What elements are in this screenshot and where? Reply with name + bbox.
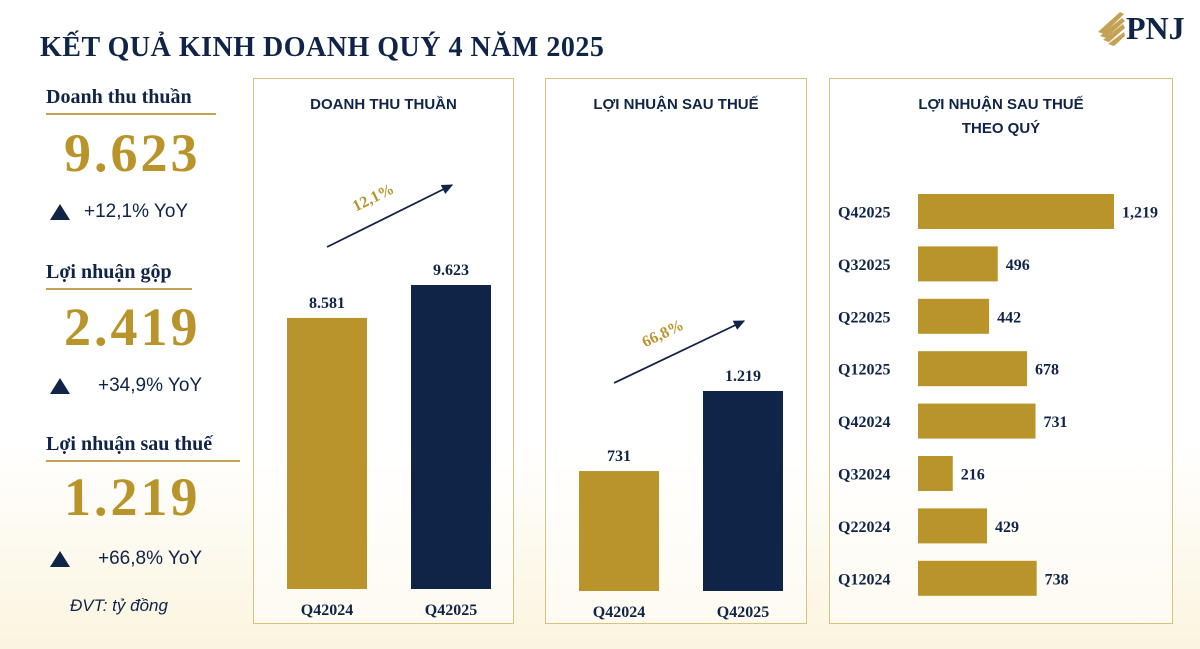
pnj-logo-icon [1098, 12, 1125, 46]
up-triangle-icon [50, 378, 70, 394]
bar-value-label: 496 [1006, 257, 1030, 274]
bar-q42024 [579, 471, 659, 591]
bar-q12025 [918, 351, 1028, 387]
growth-label: 66,8% [640, 317, 687, 351]
kpi-revenue-yoy: +12,1% YoY [84, 201, 189, 222]
logo-text: PNJ [1126, 10, 1185, 46]
net-profit-chart-panel: LỢI NHUẬN SAU THUẾ 731 Q42024 1.219 Q42025 6… [545, 78, 807, 624]
bar-q42024 [287, 317, 367, 589]
bar-value-label: 9.623 [433, 262, 469, 279]
bar-value-label: 216 [961, 467, 985, 484]
y-tick-label: Q32025 [838, 257, 890, 274]
bar-q42025 [411, 285, 491, 589]
bar-q42025 [918, 194, 1114, 229]
bar-q42025 [703, 391, 783, 591]
revenue-chart-panel: DOANH THU THUẦN 8.581 Q42024 9.623 Q42025 12… [253, 78, 514, 624]
kpi-gross-profit-label: Lợi nhuận gộp [46, 261, 172, 283]
revenue-chart-title: DOANH THU THUẦN [310, 96, 457, 113]
growth-arrow [613, 320, 746, 384]
net-profit-chart: 731 Q42024 1.219 Q42025 66,8% [579, 317, 783, 621]
y-tick-label: Q32024 [838, 467, 890, 484]
x-tick-label: Q42024 [301, 602, 353, 619]
kpi-net-profit-rule [46, 460, 240, 462]
bar-value-label: 738 [1045, 571, 1069, 588]
quarterly-chart-title-line2: THEO QUÝ [961, 120, 1041, 137]
bar-q42024 [918, 403, 1036, 439]
bar-q22025 [918, 298, 990, 334]
bar-q22024 [918, 508, 987, 544]
up-triangle-icon [50, 551, 70, 567]
bar-q32024 [918, 456, 953, 491]
kpi-net-profit-label: Lợi nhuận sau thuế [46, 433, 213, 455]
y-tick-label: Q22024 [838, 519, 890, 536]
x-tick-label: Q42025 [425, 602, 477, 619]
quarterly-chart-title-line1: LỢI NHUẬN SAU THUẾ [918, 96, 1084, 113]
bar-q32025 [918, 246, 998, 282]
y-tick-label: Q12025 [838, 362, 890, 379]
revenue-chart: 8.581 Q42024 9.623 Q42025 12,1% [287, 181, 491, 619]
kpi-gross-profit-yoy: +34,9% YoY [98, 375, 203, 396]
growth-arrow [326, 184, 454, 248]
y-tick-label: Q22025 [838, 309, 890, 326]
kpi-net-profit-yoy: +66,8% YoY [98, 548, 203, 569]
growth-label: 12,1% [350, 181, 397, 216]
bar-value-label: 1,219 [1122, 205, 1158, 222]
bar-value-label: 678 [1035, 362, 1059, 379]
bar-q12024 [918, 560, 1037, 596]
bar-value-label: 429 [995, 519, 1019, 536]
bar-value-label: 731 [607, 448, 631, 465]
quarterly-profit-chart: Q42025 1,219 Q32025 496 Q22025 442 Q12025 678 Q4… [838, 194, 1158, 596]
kpi-revenue-value: 9.623 [64, 123, 201, 183]
kpi-revenue-label: Doanh thu thuần [46, 86, 192, 108]
bar-value-label: 8.581 [309, 295, 345, 312]
page-title: KẾT QUẢ KINH DOANH QUÝ 4 NĂM 2025 [40, 32, 605, 63]
bar-value-label: 731 [1044, 414, 1068, 431]
y-tick-label: Q42024 [838, 414, 890, 431]
x-tick-label: Q42024 [593, 604, 645, 621]
quarterly-profit-chart-panel: LỢI NHUẬN SAU THUẾ THEO QUÝ Q42025 1,219 Q… [829, 78, 1173, 624]
y-tick-label: Q12024 [838, 571, 890, 588]
kpi-revenue-rule [46, 113, 216, 115]
x-tick-label: Q42025 [717, 604, 769, 621]
unit-note: ĐVT: tỷ đồng [70, 596, 168, 615]
y-tick-label: Q42025 [838, 205, 890, 222]
up-triangle-icon [50, 204, 70, 220]
bar-value-label: 442 [997, 309, 1021, 326]
kpi-gross-profit-value: 2.419 [64, 297, 201, 357]
net-profit-chart-title: LỢI NHUẬN SAU THUẾ [593, 96, 759, 113]
kpi-net-profit-value: 1.219 [64, 467, 201, 527]
bar-value-label: 1.219 [725, 368, 761, 385]
kpi-gross-profit-rule [46, 288, 192, 290]
